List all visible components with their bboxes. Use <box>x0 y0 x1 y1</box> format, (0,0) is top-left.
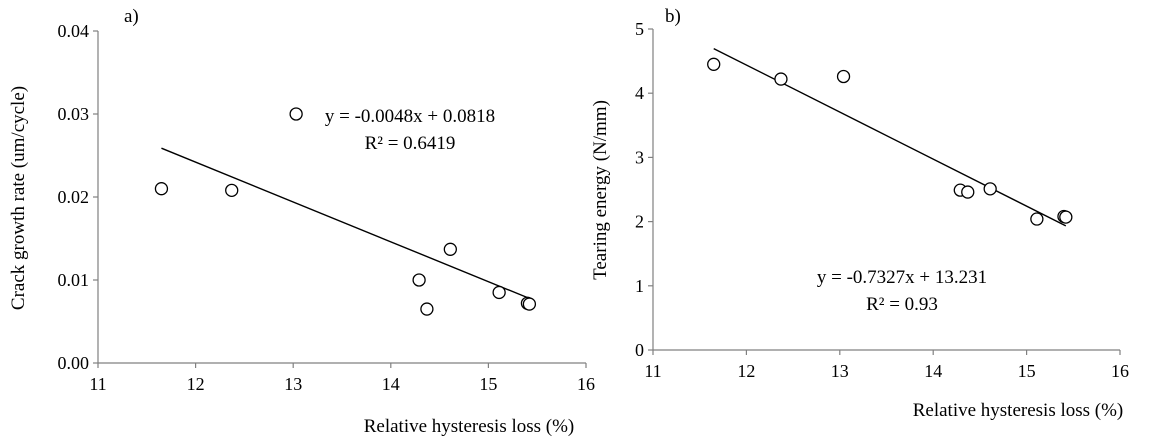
data-point-b <box>707 57 721 71</box>
x-tick-label-a: 14 <box>382 374 400 394</box>
y-tick-label-b: 0 <box>635 340 644 360</box>
x-axis-label-b: Relative hysteresis loss (%) <box>913 400 1124 421</box>
y-tick-label-a: 0.02 <box>58 187 90 207</box>
data-point-b <box>1059 210 1073 224</box>
data-point-a <box>522 297 537 311</box>
y-tick-label-a: 0.00 <box>58 353 90 373</box>
y-tick-label-a: 0.03 <box>58 104 90 124</box>
axes-a <box>93 30 587 368</box>
x-tick-label-a: 12 <box>187 374 205 394</box>
r-squared-label-b: R² = 0.93 <box>866 294 938 315</box>
data-point-b <box>983 182 997 196</box>
trendline-equation-b: y = -0.7327x + 13.231 <box>817 267 987 288</box>
x-tick-label-a: 15 <box>479 374 497 394</box>
x-tick-label-b: 13 <box>831 361 849 381</box>
x-tick-label-a: 16 <box>577 374 595 394</box>
y-tick-label-b: 4 <box>635 83 644 103</box>
y-axis-label-a: Crack growth rate (um/cycle) <box>8 86 29 310</box>
axes-b <box>648 28 1121 355</box>
x-tick-label-a: 13 <box>284 374 302 394</box>
y-tick-label-b: 1 <box>635 276 644 296</box>
x-tick-label-b: 11 <box>644 361 661 381</box>
data-point-a <box>154 182 169 196</box>
trendline-b <box>713 47 1067 227</box>
y-tick-label-b: 2 <box>635 212 644 232</box>
data-point-a <box>225 183 239 198</box>
chart-panel-a: a) Crack growth rate (um/cycle) Relative… <box>8 6 595 437</box>
chart-panel-b: b) Tearing energy (N/mm) Relative hyster… <box>590 6 1129 421</box>
y-tick-label-a: 0.01 <box>58 270 90 290</box>
y-tick-label-b: 5 <box>635 19 644 39</box>
y-tick-label-a: 0.04 <box>58 21 90 41</box>
x-tick-label-b: 16 <box>1111 361 1129 381</box>
r-squared-label-a: R² = 0.6419 <box>365 133 456 154</box>
data-points-a <box>154 107 537 316</box>
y-axis-label-b: Tearing energy (N/mm) <box>590 100 611 280</box>
x-tick-label-b: 14 <box>924 361 942 381</box>
panel-label-a: a) <box>124 6 139 27</box>
data-point-b <box>774 72 788 86</box>
tick-labels-a: 11 12 13 14 15 16 0.00 0.01 0.02 0.03 0.04 <box>58 21 596 394</box>
x-tick-label-a: 11 <box>89 374 106 394</box>
trendline-equation-a: y = -0.0048x + 0.0818 <box>325 106 495 127</box>
data-point-a <box>289 107 303 121</box>
x-tick-label-b: 12 <box>737 361 755 381</box>
data-point-b <box>1030 212 1044 226</box>
data-point-b <box>961 185 975 199</box>
y-tick-label-b: 3 <box>635 147 644 167</box>
panel-label-b: b) <box>665 6 681 27</box>
x-tick-label-b: 15 <box>1018 361 1036 381</box>
data-point-b <box>836 69 851 84</box>
x-axis-label-a: Relative hysteresis loss (%) <box>364 416 575 437</box>
data-point-a <box>420 302 434 316</box>
data-point-a <box>412 273 426 287</box>
data-point-a <box>492 285 506 300</box>
trendline-a <box>161 147 530 300</box>
data-points-b <box>707 47 1073 227</box>
data-point-a <box>443 242 457 256</box>
